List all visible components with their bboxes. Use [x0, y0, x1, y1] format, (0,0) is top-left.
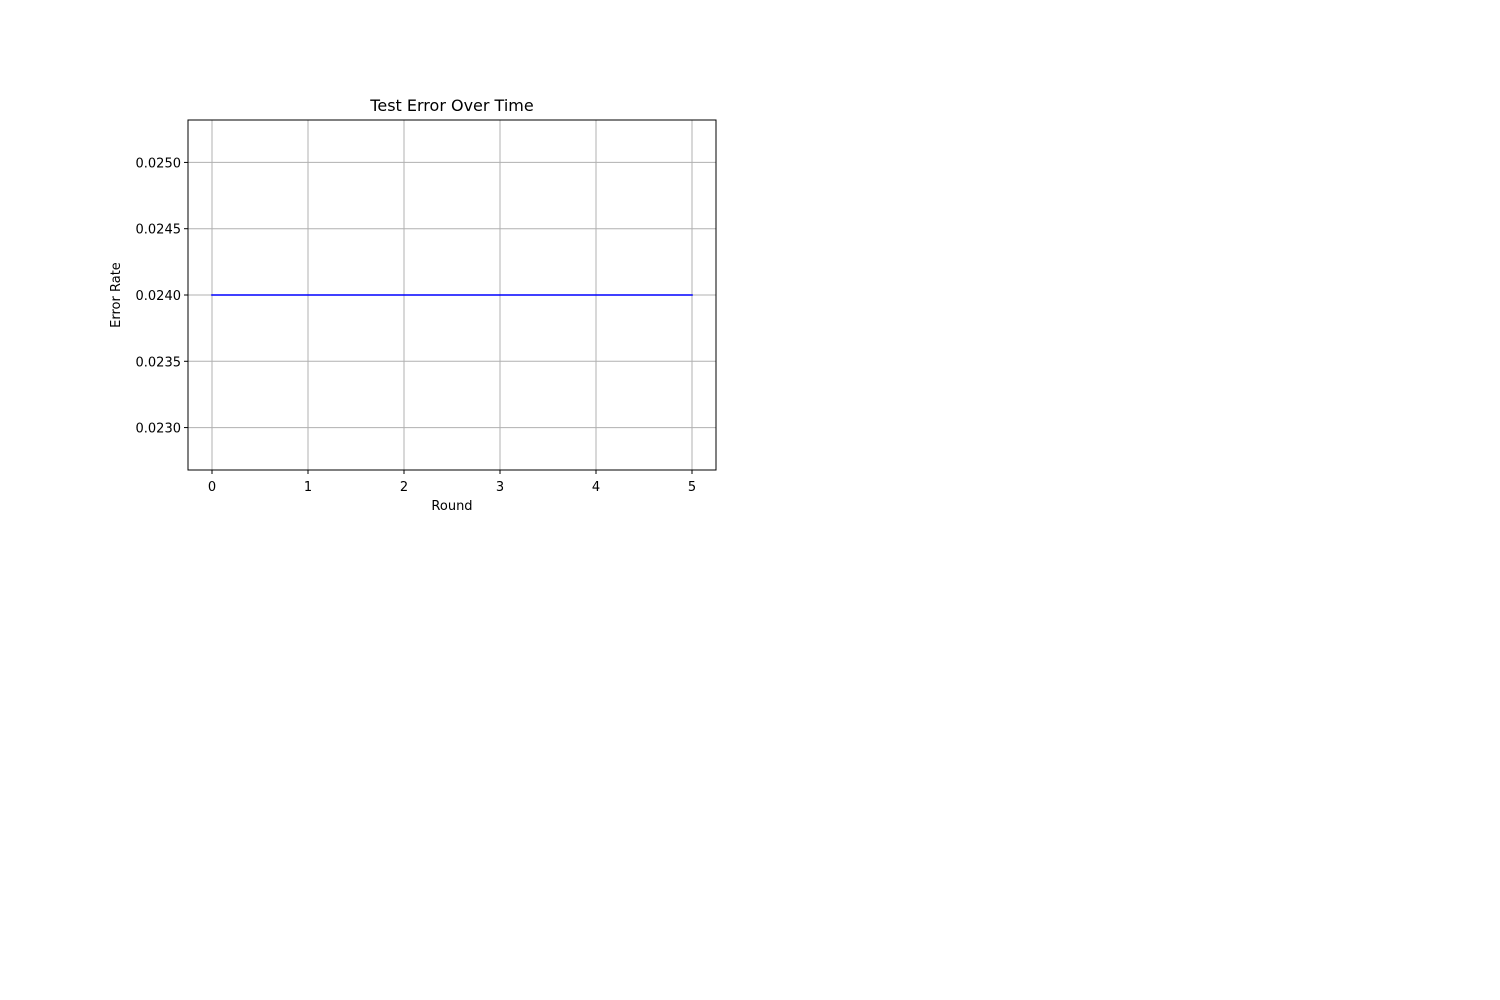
x-tick-label: 3 [496, 480, 504, 495]
y-tick-label: 0.0235 [136, 355, 182, 370]
x-axis-ticks: 0 1 2 3 4 5 [208, 470, 696, 495]
x-tick-label: 0 [208, 480, 216, 495]
x-axis-label: Round [431, 499, 472, 514]
y-tick-label: 0.0230 [136, 422, 182, 437]
x-tick-label: 2 [400, 480, 408, 495]
y-axis-label: Error Rate [109, 262, 124, 328]
y-tick-label: 0.0240 [136, 289, 182, 304]
x-tick-label: 5 [688, 480, 696, 495]
plot-area [187, 119, 717, 471]
y-tick-label: 0.0250 [136, 156, 182, 171]
y-tick-label: 0.0245 [136, 223, 182, 238]
chart-title: Test Error Over Time [369, 96, 533, 115]
y-axis-ticks: 0.0230 0.0235 0.0240 0.0245 0.0250 [136, 156, 188, 437]
x-tick-label: 4 [592, 480, 600, 495]
x-tick-label: 1 [304, 480, 312, 495]
